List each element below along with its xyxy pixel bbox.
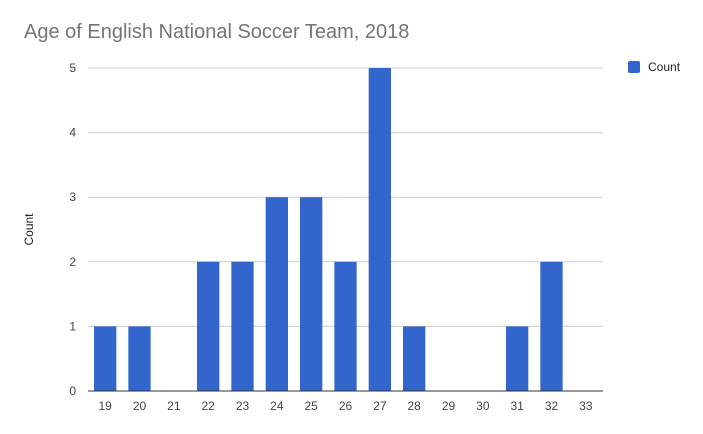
bar <box>231 261 254 391</box>
x-tick-label: 23 <box>236 399 250 413</box>
bar <box>334 261 357 391</box>
x-tick-label: 26 <box>339 399 353 413</box>
legend-swatch <box>628 61 640 73</box>
x-tick-label: 28 <box>407 399 421 413</box>
x-tick-label: 20 <box>133 399 147 413</box>
x-tick-label: 25 <box>304 399 318 413</box>
y-tick-label: 1 <box>69 319 76 333</box>
x-tick-label: 27 <box>373 399 387 413</box>
legend-label: Count <box>648 60 681 74</box>
bar <box>506 326 529 391</box>
bar <box>128 326 151 391</box>
x-tick-label: 21 <box>167 399 181 413</box>
chart-title: Age of English National Soccer Team, 201… <box>24 21 410 43</box>
y-tick-label: 5 <box>69 61 76 75</box>
bar <box>265 197 288 391</box>
y-tick-label: 2 <box>69 255 76 269</box>
x-tick-label: 31 <box>510 399 524 413</box>
bar <box>94 326 117 391</box>
x-tick-label: 33 <box>579 399 593 413</box>
y-tick-label: 0 <box>69 384 76 398</box>
bar <box>540 261 563 391</box>
bar <box>368 68 391 391</box>
x-tick-label: 22 <box>201 399 215 413</box>
bar <box>197 261 220 391</box>
x-tick-label: 32 <box>545 399 559 413</box>
legend: Count <box>628 60 680 74</box>
x-tick-label: 24 <box>270 399 284 413</box>
bar <box>403 326 426 391</box>
x-tick-label: 29 <box>442 399 456 413</box>
x-tick-label: 19 <box>98 399 112 413</box>
y-axis-label: Count <box>22 213 36 246</box>
x-tick-label: 30 <box>476 399 490 413</box>
bar <box>300 197 323 391</box>
y-tick-label: 4 <box>69 126 76 140</box>
y-tick-label: 3 <box>69 190 76 204</box>
